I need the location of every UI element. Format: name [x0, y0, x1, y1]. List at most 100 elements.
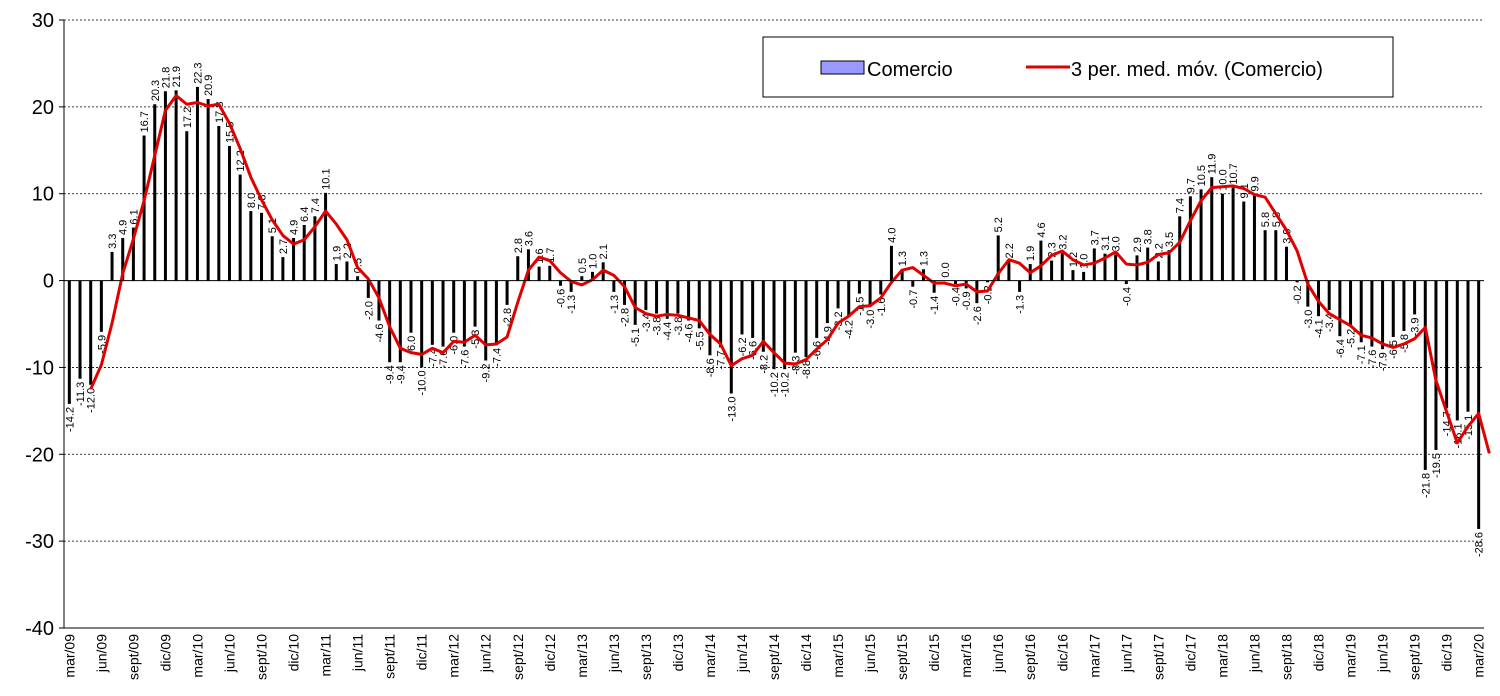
bar	[356, 276, 360, 281]
data-label: -3.8	[652, 317, 664, 336]
bar	[1274, 230, 1278, 281]
data-label: -3.0	[865, 310, 877, 329]
data-label: 10.7	[1228, 163, 1240, 184]
data-label: -0.2	[1292, 285, 1304, 304]
bar	[324, 192, 328, 281]
bar	[868, 280, 872, 307]
bar	[494, 280, 498, 345]
data-label: 3.6	[523, 231, 535, 246]
data-label: 3.8	[1143, 229, 1155, 244]
data-label: 0.0	[940, 262, 952, 277]
bar	[206, 99, 210, 281]
x-tick-label: dic/12	[542, 634, 558, 672]
moving-average-line-layer	[89, 94, 1491, 454]
legend: Comercio 3 per. med. móv. (Comercio)	[762, 36, 1394, 98]
data-label: 5.8	[1260, 212, 1272, 227]
data-label: -2.6	[972, 306, 984, 325]
bar	[1007, 261, 1011, 281]
data-label: 2.7	[278, 239, 290, 254]
bar	[366, 280, 370, 298]
x-tick-label: sept/19	[1407, 634, 1423, 680]
bar	[986, 280, 990, 283]
data-label: -21.8	[1420, 473, 1432, 498]
bar	[1359, 280, 1363, 343]
data-label: -1.3	[1015, 295, 1027, 314]
x-tick-label: jun/17	[1118, 634, 1134, 673]
data-label: -1.4	[929, 296, 941, 315]
data-label: 3.5	[1164, 232, 1176, 247]
x-tick-label: mar/11	[318, 634, 334, 677]
data-label: -7.4	[427, 348, 439, 367]
x-tick-label: sept/15	[894, 634, 910, 680]
bar	[729, 280, 733, 394]
x-tick-label: dic/10	[286, 634, 302, 672]
bar	[1103, 253, 1107, 281]
data-label: 4.6	[1036, 222, 1048, 237]
data-label: -6.2	[737, 337, 749, 356]
bar	[1071, 270, 1075, 281]
data-label: 3.3	[107, 234, 119, 249]
data-label: 15.5	[224, 122, 236, 143]
data-label: -8.2	[758, 355, 770, 374]
bar	[644, 280, 648, 311]
data-label: -0.6	[555, 289, 567, 308]
data-label: 11.9	[1207, 154, 1219, 175]
x-tick-label: jun/11	[350, 634, 366, 672]
bar	[676, 280, 680, 314]
bar	[1317, 280, 1321, 317]
data-label: -5.3	[470, 330, 482, 349]
bar	[1455, 280, 1459, 421]
data-label: 8.0	[246, 193, 258, 208]
data-label: -1.3	[609, 295, 621, 314]
bar	[131, 227, 135, 281]
bar	[1423, 280, 1427, 470]
bar	[1445, 280, 1449, 409]
x-tick-label: dic/19	[1439, 634, 1455, 672]
y-tick-label: -30	[25, 531, 54, 553]
data-label: 2.2	[1004, 243, 1016, 258]
bar	[815, 280, 819, 338]
x-tick-label: mar/19	[1343, 634, 1359, 678]
bar	[313, 216, 317, 281]
data-label: 9.9	[1249, 176, 1261, 191]
data-label: 10.1	[321, 168, 333, 189]
x-tick-label: jun/15	[862, 634, 878, 673]
data-label: 1.9	[1025, 246, 1037, 261]
bar	[761, 280, 765, 352]
y-tick-label: 20	[32, 97, 54, 119]
data-label: -13.0	[726, 396, 738, 421]
bar	[227, 145, 231, 281]
bar	[1284, 246, 1288, 281]
bar	[889, 245, 893, 281]
bar	[1060, 252, 1064, 281]
data-label: -3.4	[641, 313, 653, 332]
data-label: 1.9	[331, 246, 343, 261]
data-label: 20.9	[203, 75, 215, 96]
x-tick-label: sept/16	[1022, 634, 1038, 680]
legend-bar-swatch	[820, 60, 865, 75]
bar	[804, 280, 808, 358]
x-tick-label: sept/10	[254, 634, 270, 680]
data-label: 4.0	[886, 228, 898, 243]
data-label: 7.4	[1175, 198, 1187, 213]
bar	[1231, 187, 1235, 281]
data-label: 5.1	[267, 218, 279, 233]
gridlines	[64, 19, 1484, 542]
data-label: -12.0	[86, 388, 98, 413]
x-tick-label: mar/20	[1471, 634, 1487, 678]
data-label: 0.5	[577, 258, 589, 273]
legend-box	[762, 36, 1394, 98]
bar	[1370, 280, 1374, 347]
bar	[1349, 280, 1353, 326]
bar	[409, 280, 413, 333]
x-tick-label: jun/09	[93, 634, 109, 673]
data-label: -8.6	[705, 358, 717, 377]
bar	[142, 135, 146, 281]
bar	[1167, 250, 1171, 281]
bar	[1210, 177, 1214, 281]
data-label: -4.1	[1314, 319, 1326, 338]
data-label: 1.3	[918, 251, 930, 266]
data-label: -1.3	[566, 295, 578, 314]
